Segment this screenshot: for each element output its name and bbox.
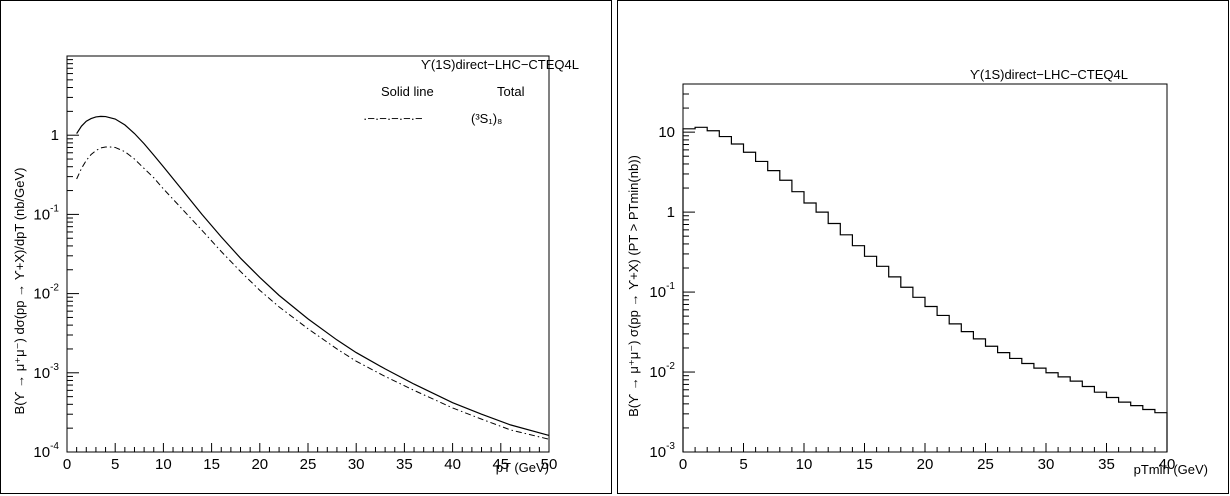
x-tick-label: 5 [739,456,747,473]
legend-symbol-total: Solid line [381,84,434,99]
series-line-primary [682,126,1168,452]
x-axis-label: pT (GeV) [496,460,549,475]
plot-frame [682,83,1168,453]
x-tick-label: 30 [1038,456,1055,473]
x-tick-label: 15 [856,456,873,473]
left-chart: ϒ(1S)direct−LHC−CTEQ4L Solid line Total … [12,55,579,475]
y-tick-label: 10-3 [649,441,675,461]
y-tick-label: 10 [658,124,675,141]
y-tick-label: 1 [667,204,675,221]
legend-symbol-octet: ·−·−·−·−·− [363,111,423,126]
chart-title: ϒ(1S)direct−LHC−CTEQ4L [421,57,579,72]
y-tick-label: 10-2 [33,283,59,303]
y-tick-label: 10-2 [649,361,675,381]
chart-title: ϒ(1S)direct−LHC−CTEQ4L [970,67,1128,82]
x-tick-label: 10 [796,456,813,473]
left-chart-panel: ϒ(1S)direct−LHC−CTEQ4L Solid line Total … [0,0,612,494]
x-tick-label: 50 [541,456,558,473]
right-chart: ϒ(1S)direct−LHC−CTEQ4L pTmin (GeV) B(ϒ →… [626,67,1208,477]
x-axis-label: pTmin (GeV) [1134,462,1208,477]
y-tick-label: 1 [51,127,59,144]
series-line-secondary [76,146,550,440]
legend-label-octet: (³S₁)₈ [471,111,502,126]
legend-label-total: Total [497,84,525,99]
x-tick-label: 0 [679,456,687,473]
y-axis-label: B(ϒ → μ⁺μ⁻) dσ(pp → ϒ+X)/dpT (nb/GeV) [12,168,27,415]
y-tick-label: 10-3 [33,362,59,382]
x-tick-label: 15 [203,456,220,473]
x-tick-label: 30 [348,456,365,473]
x-tick-label: 20 [251,456,268,473]
x-tick-label: 0 [63,456,71,473]
x-tick-label: 40 [1159,456,1176,473]
x-tick-label: 25 [300,456,317,473]
x-tick-label: 45 [492,456,509,473]
x-tick-label: 20 [917,456,934,473]
x-tick-label: 10 [155,456,172,473]
y-axis-label: B(ϒ → μ⁺μ⁻) σ(pp → ϒ+X) (PT > PTmin(nb)) [626,155,641,417]
x-tick-label: 5 [111,456,119,473]
right-chart-panel: ϒ(1S)direct−LHC−CTEQ4L pTmin (GeV) B(ϒ →… [617,0,1229,494]
x-tick-label: 40 [444,456,461,473]
y-tick-label: 10-1 [33,203,59,223]
y-tick-label: 10-1 [649,281,675,301]
x-tick-label: 25 [977,456,994,473]
x-tick-label: 35 [1098,456,1115,473]
x-tick-label: 35 [396,456,413,473]
series-line-primary [76,115,550,436]
y-tick-label: 10-4 [33,441,59,461]
